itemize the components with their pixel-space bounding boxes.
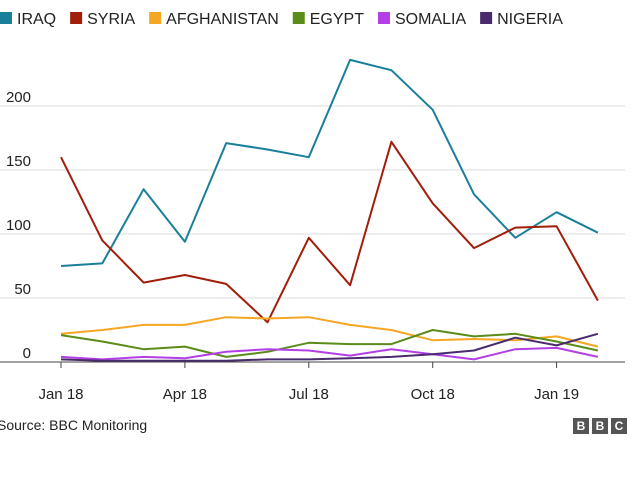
legend-swatch xyxy=(292,12,305,24)
x-tick-label: Jul 18 xyxy=(289,386,329,403)
legend-label: SYRIA xyxy=(87,11,135,28)
series-line-somalia xyxy=(60,346,599,361)
bbc-logo: B B C xyxy=(573,418,627,434)
legend: IRAQ SYRIA AFGHANISTAN EGYPT SOMALIA NIGERIA xyxy=(0,11,563,28)
x-tick-label: Jan 18 xyxy=(38,386,83,403)
x-axis-ticks: Jan 18 Apr 18 Jul 18 Oct 18 Jan 19 xyxy=(38,362,579,403)
legend-item: IRAQ xyxy=(0,11,56,28)
series-line-nigeria xyxy=(60,332,599,362)
legend-swatch xyxy=(0,12,12,24)
y-tick-label: 50 xyxy=(14,281,31,298)
legend-item: EGYPT xyxy=(292,11,364,28)
x-tick-label: Jan 19 xyxy=(534,386,579,403)
y-tick-label: 150 xyxy=(6,153,31,170)
x-tick-label: Apr 18 xyxy=(163,386,207,403)
legend-swatch xyxy=(149,12,162,24)
bbc-logo-letter: B xyxy=(592,418,608,434)
gridlines xyxy=(0,105,625,363)
legend-item: AFGHANISTAN xyxy=(149,11,279,28)
legend-label: NIGERIA xyxy=(497,11,563,28)
legend-item: NIGERIA xyxy=(480,11,563,28)
legend-label: SOMALIA xyxy=(395,11,466,28)
line-chart: IRAQ SYRIA AFGHANISTAN EGYPT SOMALIA NIGERIA … xyxy=(0,11,625,403)
y-tick-label: 0 xyxy=(23,345,31,362)
legend-label: IRAQ xyxy=(17,11,56,28)
legend-swatch xyxy=(480,12,493,24)
series-line-iraq xyxy=(60,58,599,267)
legend-label: EGYPT xyxy=(310,11,364,28)
series-line-egypt xyxy=(60,329,599,358)
legend-item: SYRIA xyxy=(70,11,135,28)
bbc-logo-letter: B xyxy=(573,418,589,434)
source-note: Source: BBC Monitoring xyxy=(0,417,148,433)
y-tick-label: 200 xyxy=(6,89,31,106)
series-line-afghanistan xyxy=(60,316,599,348)
legend-swatch xyxy=(377,12,390,24)
x-tick-label: Oct 18 xyxy=(411,386,455,403)
legend-label: AFGHANISTAN xyxy=(166,11,279,28)
y-axis-ticks: 0 50 100 150 200 xyxy=(6,89,31,362)
y-tick-label: 100 xyxy=(6,217,31,234)
series-lines xyxy=(60,58,599,362)
series-line-syria xyxy=(60,140,599,324)
legend-item: SOMALIA xyxy=(377,11,466,28)
legend-swatch xyxy=(70,12,83,24)
bbc-logo-letter: C xyxy=(611,418,627,434)
